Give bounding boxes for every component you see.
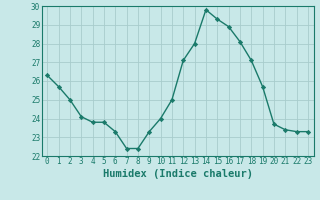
X-axis label: Humidex (Indice chaleur): Humidex (Indice chaleur) [103,169,252,179]
